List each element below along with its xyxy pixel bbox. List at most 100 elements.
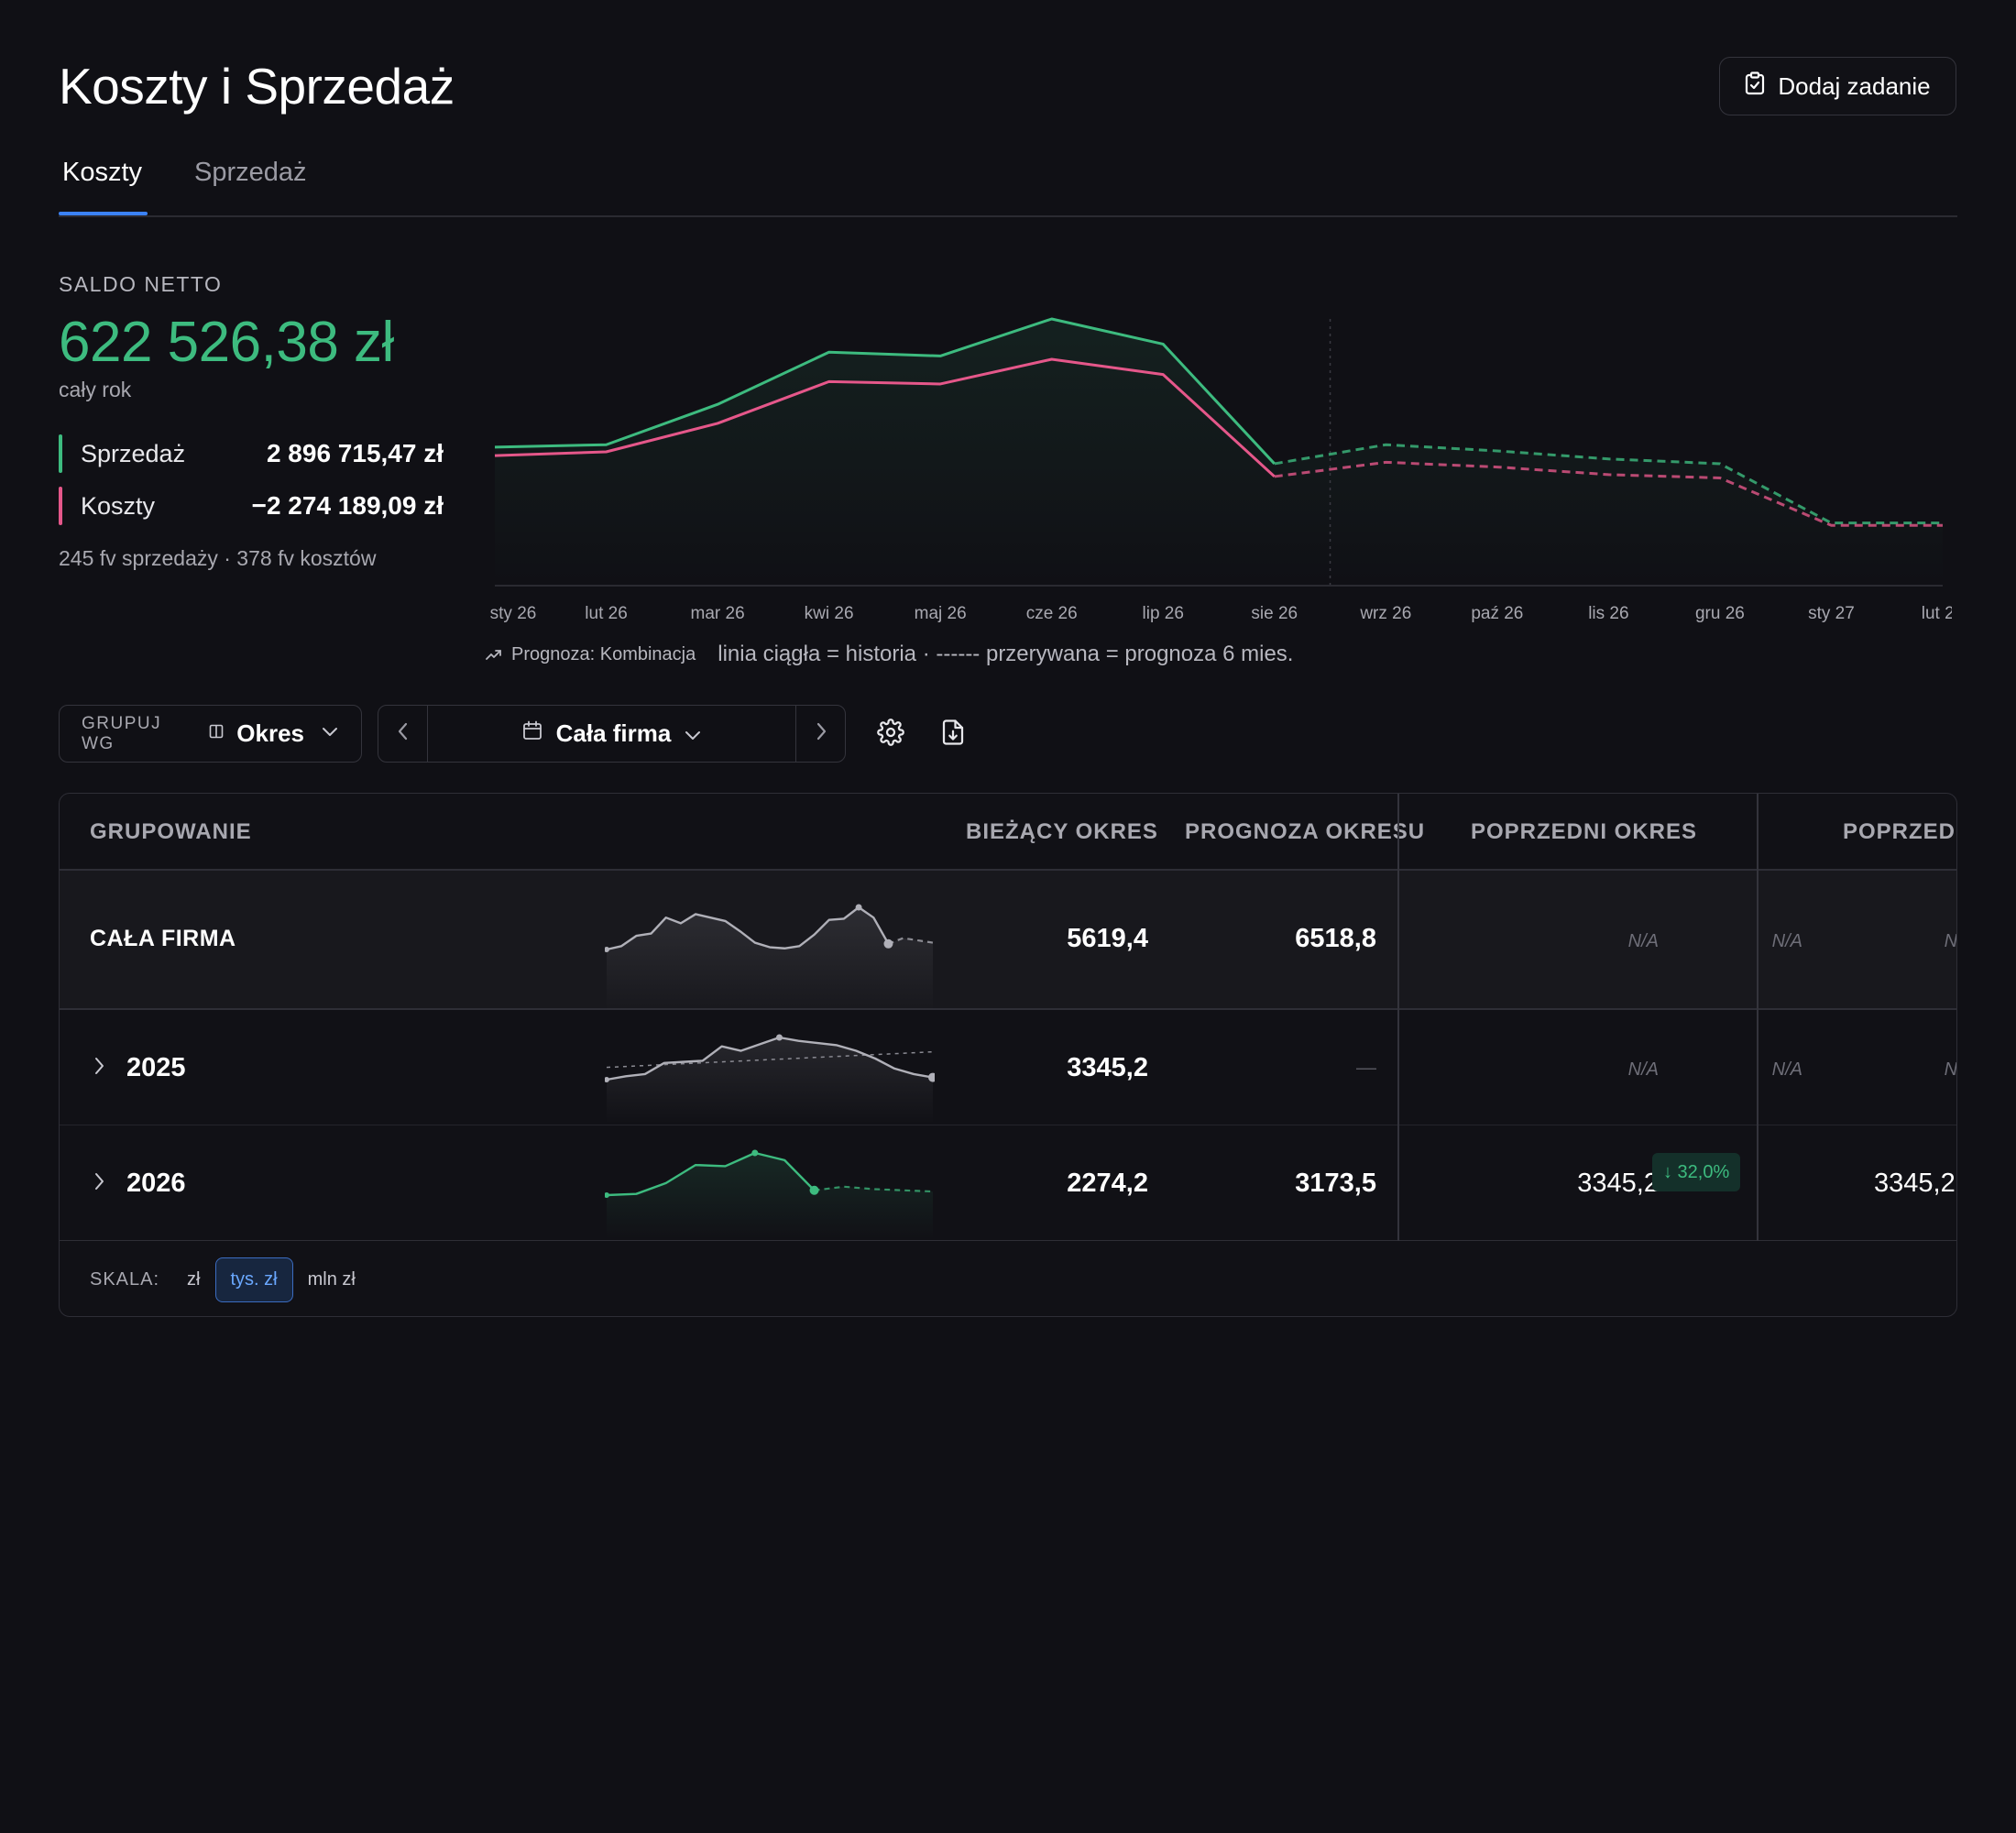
x-tick-label: lip 26 [1143, 604, 1184, 623]
column-divider [1757, 794, 1759, 1241]
table-row-2026[interactable]: 2026 2274,2 3173,5 3345,2 ↓ 32,0% 3345,2 [60, 1125, 1956, 1241]
gear-icon [877, 718, 904, 751]
x-tick-label: lut 27 [1922, 604, 1952, 623]
scale-selector: SKALA: zł tys. zł mln zł [60, 1241, 1956, 1316]
x-tick-label: sie 26 [1251, 604, 1298, 623]
row-label: CAŁA FIRMA [90, 926, 236, 951]
previous-value: N/A [1627, 931, 1659, 951]
sparkline-area [607, 907, 933, 1012]
costs-color-bar [59, 487, 62, 525]
settings-button[interactable] [873, 717, 908, 752]
sales-summary-row: Sprzedaż 2 896 715,47 zł [59, 434, 444, 473]
invoice-counts: 245 fv sprzedaży · 378 fv kosztów [59, 546, 377, 570]
period-scope-dropdown[interactable]: Cała firma [428, 706, 795, 762]
chevron-left-icon [397, 721, 410, 746]
forecast-value: — [1356, 1056, 1376, 1079]
sparkline-peak-dot [855, 904, 862, 911]
sparkline-current-dot [883, 938, 893, 949]
calendar-icon [521, 719, 543, 748]
sparkline-trend [606, 1050, 934, 1069]
period-navigator: Cała firma [378, 705, 846, 763]
scale-option-tys-zl[interactable]: tys. zł [214, 1257, 293, 1302]
scale-option-zl[interactable]: zł [187, 1268, 201, 1290]
x-tick-label: cze 26 [1026, 604, 1078, 623]
sparkline-peak-dot [775, 1034, 783, 1041]
chart-legend-note: Prognoza: Kombinacja linia ciągła = hist… [486, 642, 1293, 667]
sparkline-line [606, 906, 890, 951]
previous-change: N/A [1771, 1059, 1802, 1080]
forecast-value: 6518,8 [1295, 924, 1376, 953]
change-percent: ↓ 32,0% [1652, 1153, 1741, 1191]
current-value: 5619,4 [1067, 924, 1148, 953]
saldo-label: SALDO NETTO [59, 272, 223, 296]
line-style-legend: linia ciągła = historia · ------ przeryw… [718, 642, 1294, 666]
row-sparkline [605, 1034, 935, 1124]
sparkline-forecast [888, 937, 934, 945]
sales-label: Sprzedaż [81, 439, 186, 467]
previous-2-value: 3345,2 [1874, 1169, 1956, 1198]
sparkline-start-dot [605, 947, 609, 952]
row-label: 2025 [126, 1053, 186, 1082]
forecast-value: 3173,5 [1295, 1169, 1376, 1198]
sparkline-area [607, 1153, 933, 1239]
costs-summary-row: Koszty −2 274 189,09 zł [59, 487, 444, 525]
previous-2-value: N/A [1944, 931, 1957, 951]
sparkline-area [607, 1037, 933, 1124]
row-sparkline [605, 1149, 934, 1239]
chevron-right-icon[interactable] [93, 1171, 105, 1196]
sparkline-peak-dot [751, 1149, 759, 1157]
group-by-dropdown[interactable]: GRUPUJ WG Okres [59, 705, 362, 763]
columns-icon [209, 724, 224, 743]
row-sparkline [605, 904, 934, 1012]
current-value: 3345,2 [1067, 1053, 1148, 1082]
previous-value: N/A [1627, 1059, 1659, 1080]
data-table: GRUPOWANIE BIEŻĄCY OKRES PROGNOZA OKRESU… [59, 793, 1957, 1317]
header-period-forecast: PROGNOZA OKRESU [1185, 819, 1426, 844]
tab-koszty[interactable]: Koszty [62, 158, 143, 187]
x-tick-label: maj 26 [915, 604, 967, 623]
sparkline-start-dot [605, 1192, 609, 1198]
previous-change: N/A [1771, 931, 1802, 951]
x-tick-label: sty 26 [490, 604, 537, 623]
series-line-1 [494, 357, 1276, 478]
previous-2-value: N/A [1944, 1059, 1957, 1080]
chevron-down-icon [321, 726, 339, 742]
file-download-icon [940, 719, 966, 751]
x-tick-label: kwi 26 [805, 604, 854, 623]
add-task-button[interactable]: Dodaj zadanie [1719, 57, 1956, 115]
header-previous-period: POPRZEDNI OKRES [1471, 819, 1698, 844]
group-by-label: GRUPUJ WG [82, 713, 162, 753]
next-period-button[interactable] [795, 706, 845, 762]
column-divider [1397, 794, 1399, 1241]
series-line-0 [494, 317, 1276, 465]
row-label: 2026 [126, 1169, 186, 1198]
sales-color-bar [59, 434, 62, 473]
scale-label: SKALA: [90, 1268, 160, 1290]
table-row-total[interactable]: CAŁA FIRMA 5619,4 6518,8 N/A N/A N/A [60, 869, 1957, 1012]
forecast-method-label: Prognoza: Kombinacja [511, 643, 696, 664]
costs-value: −2 274 189,09 zł [251, 491, 444, 520]
sales-value: 2 896 715,47 zł [266, 439, 444, 467]
tab-sprzedaz[interactable]: Sprzedaż [194, 158, 307, 187]
export-button[interactable] [936, 717, 970, 752]
chevron-down-icon [684, 719, 702, 748]
chevron-right-icon [815, 721, 827, 746]
period-scope-value: Cała firma [555, 719, 672, 747]
scale-option-mln-zl[interactable]: mln zł [307, 1268, 356, 1290]
tab-bar: Koszty Sprzedaż [59, 152, 1957, 217]
header-previous-period-2: POPRZEDI [1843, 819, 1957, 844]
chart-area-fill [495, 319, 1943, 585]
header-grouping: GRUPOWANIE [90, 819, 252, 844]
previous-period-button[interactable] [378, 706, 428, 762]
x-tick-label: wrz 26 [1359, 604, 1411, 623]
active-tab-indicator [59, 212, 148, 215]
trend-icon [486, 642, 502, 667]
sales-costs-chart: sty 26 lut 26 mar 26 kwi 26 maj 26 cze 26 lip … [490, 317, 1952, 623]
sparkline-line [606, 1151, 816, 1197]
clipboard-check-icon [1745, 71, 1765, 102]
saldo-value: 622 526,38 zł [59, 311, 394, 374]
chevron-right-icon[interactable] [93, 1056, 105, 1081]
x-tick-label: gru 26 [1695, 604, 1745, 623]
group-by-value: Okres [236, 719, 304, 747]
table-row-2025[interactable]: 2025 3345,2 — N/A N/A N/A [60, 1010, 1957, 1125]
